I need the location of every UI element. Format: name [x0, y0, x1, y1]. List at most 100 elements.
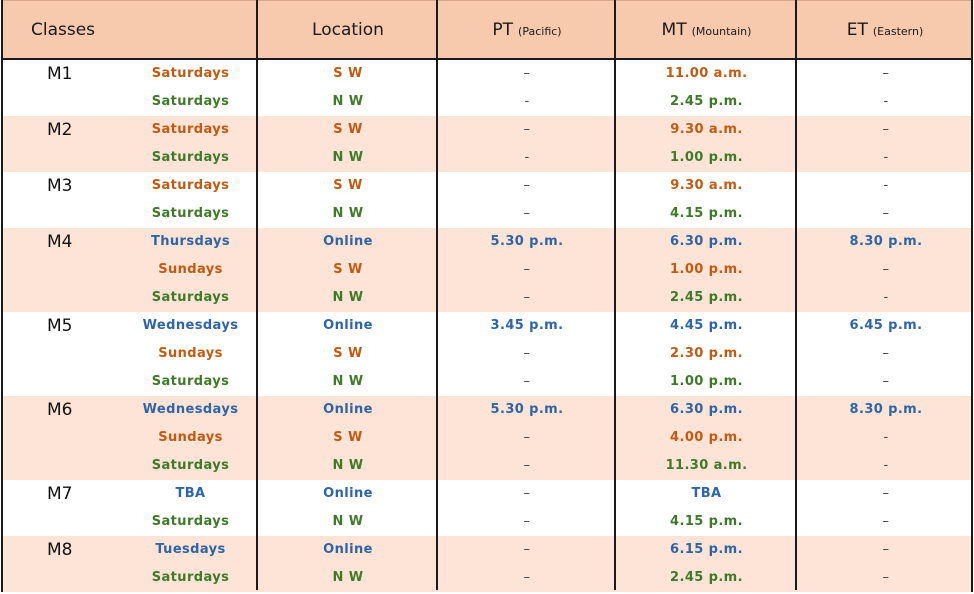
mt-time-cell: 6.30 p.m. [670, 234, 743, 249]
column-divider [614, 0, 616, 590]
location-cell: N W [332, 374, 364, 389]
pt-time-cell: - [524, 94, 530, 109]
et-time-cell: 8.30 p.m. [849, 234, 923, 249]
et-time-cell: – [882, 262, 890, 277]
class-name: M3 [47, 176, 73, 196]
et-time-cell: - [883, 458, 889, 473]
mt-time-cell: TBA [691, 486, 722, 501]
location-cell: N W [332, 458, 364, 473]
et-time-cell: 8.30 p.m. [849, 402, 923, 417]
pt-time-cell: – [523, 430, 531, 445]
pt-time-cell: 5.30 p.m. [490, 402, 564, 417]
day-cell: Saturdays [151, 514, 230, 529]
mt-time-cell: 9.30 a.m. [670, 178, 743, 193]
pt-time-cell: – [523, 542, 531, 557]
location-cell: N W [332, 514, 364, 529]
location-cell: Online [323, 234, 373, 249]
day-cell: Saturdays [151, 458, 230, 473]
table-row: Saturdays N W - 2.45 p.m. - [3, 88, 971, 116]
mt-time-cell: 4.00 p.m. [670, 430, 743, 445]
location-cell: S W [333, 178, 363, 193]
table-row: Saturdays N W – 2.45 p.m. - [3, 284, 971, 312]
header-mt-label: MT [661, 20, 687, 40]
mt-time-cell: 4.15 p.m. [670, 514, 743, 529]
day-cell: Saturdays [151, 150, 230, 165]
location-cell: N W [332, 290, 364, 305]
class-name: M7 [47, 484, 73, 504]
et-time-cell: – [882, 206, 890, 221]
et-time-cell: - [883, 178, 889, 193]
table-row: Saturdays S W – 11.00 a.m. – [3, 60, 971, 88]
header-pt-label: PT [492, 20, 514, 40]
class-name: M6 [47, 400, 73, 420]
day-cell: Wednesdays [142, 318, 239, 333]
column-divider [436, 0, 438, 590]
et-time-cell: – [882, 514, 890, 529]
day-cell: Saturdays [151, 122, 230, 137]
header-pt: PT (Pacific) [438, 1, 616, 59]
header-location-label: Location [312, 20, 384, 40]
et-time-cell: – [882, 542, 890, 557]
mt-time-cell: 11.00 a.m. [665, 66, 748, 81]
class-name: M5 [47, 316, 73, 336]
class-group-m4: M4 Thursdays Online 5.30 p.m. 6.30 p.m. 8.30 … [3, 228, 971, 312]
pt-time-cell: 3.45 p.m. [490, 318, 564, 333]
class-group-m1: M1 Saturdays S W – 11.00 a.m. – Saturdays N W - 2… [3, 60, 971, 116]
table-row: Saturdays N W – 4.15 p.m. – [3, 508, 971, 536]
location-cell: Online [323, 318, 373, 333]
pt-time-cell: 5.30 p.m. [490, 234, 564, 249]
et-time-cell: – [882, 66, 890, 81]
pt-time-cell: – [523, 178, 531, 193]
mt-time-cell: 1.00 p.m. [670, 150, 743, 165]
location-cell: S W [333, 262, 363, 277]
location-cell: S W [333, 122, 363, 137]
pt-time-cell: – [523, 458, 531, 473]
table-header: Classes Location PT (Pacific) MT (Mountain… [3, 0, 971, 60]
header-et: ET (Eastern) [797, 1, 973, 59]
pt-time-cell: – [523, 570, 531, 585]
table-row: Wednesdays Online 5.30 p.m. 6.30 p.m. 8.30 p… [3, 396, 971, 424]
day-cell: Sundays [158, 262, 223, 277]
header-location: Location [258, 1, 438, 59]
day-cell: Saturdays [151, 94, 230, 109]
location-cell: N W [332, 150, 364, 165]
class-group-m3: M3 Saturdays S W – 9.30 a.m. - Saturdays N W – 4.… [3, 172, 971, 228]
mt-time-cell: 6.15 p.m. [670, 542, 743, 557]
et-time-cell: - [883, 430, 889, 445]
day-cell: TBA [175, 486, 206, 501]
et-time-cell: - [883, 150, 889, 165]
mt-time-cell: 4.45 p.m. [670, 318, 743, 333]
et-time-cell: – [882, 486, 890, 501]
header-classes: Classes [3, 1, 258, 59]
mt-time-cell: 6.30 p.m. [670, 402, 743, 417]
location-cell: Online [323, 402, 373, 417]
location-cell: S W [333, 430, 363, 445]
location-cell: Online [323, 542, 373, 557]
pt-time-cell: – [523, 262, 531, 277]
table-row: Sundays S W – 1.00 p.m. – [3, 256, 971, 284]
mt-time-cell: 2.45 p.m. [670, 290, 743, 305]
pt-time-cell: – [523, 374, 531, 389]
location-cell: S W [333, 346, 363, 361]
mt-time-cell: 11.30 a.m. [665, 458, 748, 473]
et-time-cell: – [882, 570, 890, 585]
day-cell: Sundays [158, 346, 223, 361]
header-mt: MT (Mountain) [616, 1, 797, 59]
class-group-m5: M5 Wednesdays Online 3.45 p.m. 4.45 p.m. 6.45… [3, 312, 971, 396]
column-divider [256, 0, 258, 590]
day-cell: Saturdays [151, 66, 230, 81]
day-cell: Saturdays [151, 374, 230, 389]
table-row: Saturdays N W – 4.15 p.m. – [3, 200, 971, 228]
pt-time-cell: – [523, 514, 531, 529]
header-et-sub: (Eastern) [872, 24, 924, 38]
header-mt-sub: (Mountain) [691, 24, 752, 38]
class-name: M2 [47, 120, 73, 140]
mt-time-cell: 1.00 p.m. [670, 262, 743, 277]
pt-time-cell: – [523, 66, 531, 81]
et-time-cell: – [882, 346, 890, 361]
et-time-cell: – [882, 122, 890, 137]
et-time-cell: - [883, 290, 889, 305]
day-cell: Wednesdays [142, 402, 239, 417]
table-row: Sundays S W – 2.30 p.m. – [3, 340, 971, 368]
day-cell: Thursdays [150, 234, 231, 249]
